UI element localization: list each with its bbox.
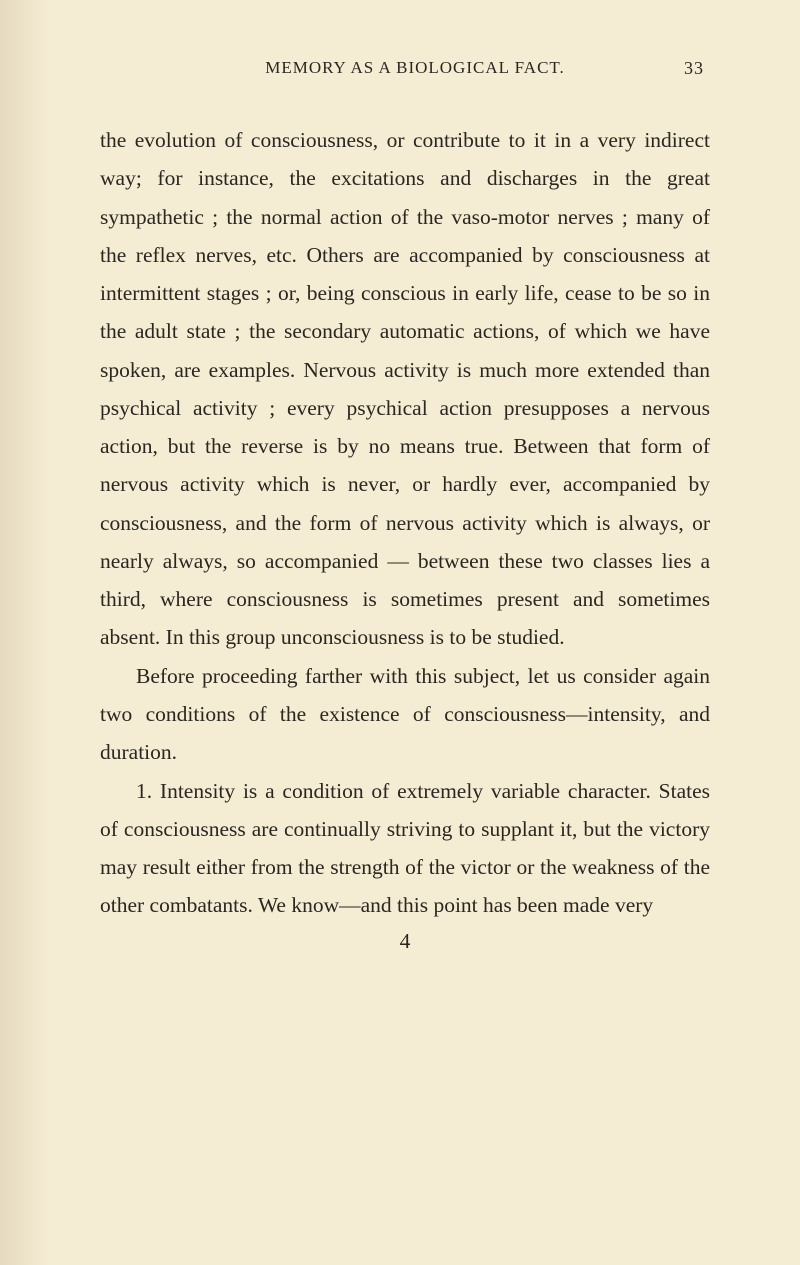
signature-mark: 4 — [100, 929, 710, 954]
paragraph-3: 1. Intensity is a condition of extremely… — [100, 772, 710, 925]
paragraph-2: Before proceeding farther with this subj… — [100, 657, 710, 772]
page-number: 33 — [684, 58, 704, 79]
paragraph-1: the evolution of consciousness, or contr… — [100, 121, 710, 657]
header-spacer — [106, 58, 146, 79]
body-text: the evolution of consciousness, or contr… — [100, 121, 710, 925]
page-vignette — [0, 0, 50, 1265]
page-header: MEMORY AS A BIOLOGICAL FACT. 33 — [100, 58, 710, 79]
running-title: MEMORY AS A BIOLOGICAL FACT. — [146, 58, 684, 79]
